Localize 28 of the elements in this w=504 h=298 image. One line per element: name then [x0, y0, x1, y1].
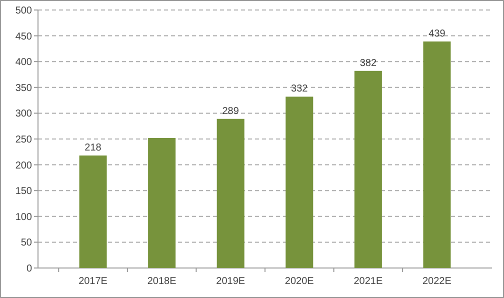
- x-tick-label: 2021E: [354, 276, 383, 287]
- y-tick-label: 100: [15, 212, 32, 223]
- x-tick-label: 2022E: [422, 276, 452, 287]
- y-tick-label: 400: [15, 57, 32, 68]
- data-label: 332: [291, 84, 308, 95]
- bar: [148, 138, 176, 268]
- y-tick-label: 450: [15, 31, 32, 42]
- data-label: 218: [84, 142, 102, 154]
- y-tick-label: 300: [15, 108, 32, 120]
- bar: [354, 70, 382, 268]
- bar: [79, 156, 107, 268]
- x-tick-label: 2019E: [216, 276, 246, 287]
- y-tick-label: 50: [20, 238, 32, 249]
- data-label: 439: [428, 28, 446, 40]
- y-tick-label: 200: [15, 160, 32, 172]
- y-tick-label: 250: [15, 134, 32, 146]
- bar: [286, 96, 314, 268]
- x-tick-label: 2020E: [284, 276, 314, 287]
- data-label: 382: [360, 58, 377, 69]
- bar: [423, 41, 451, 268]
- x-tick-label: 2018E: [147, 276, 177, 287]
- y-tick-label: 150: [15, 186, 32, 198]
- data-label: 289: [222, 106, 240, 117]
- y-tick-label: 0: [26, 264, 32, 274]
- y-tick-label: 500: [15, 6, 32, 16]
- bar: [216, 118, 244, 268]
- x-tick-label: 2017E: [78, 276, 108, 287]
- y-tick-label: 350: [15, 82, 32, 94]
